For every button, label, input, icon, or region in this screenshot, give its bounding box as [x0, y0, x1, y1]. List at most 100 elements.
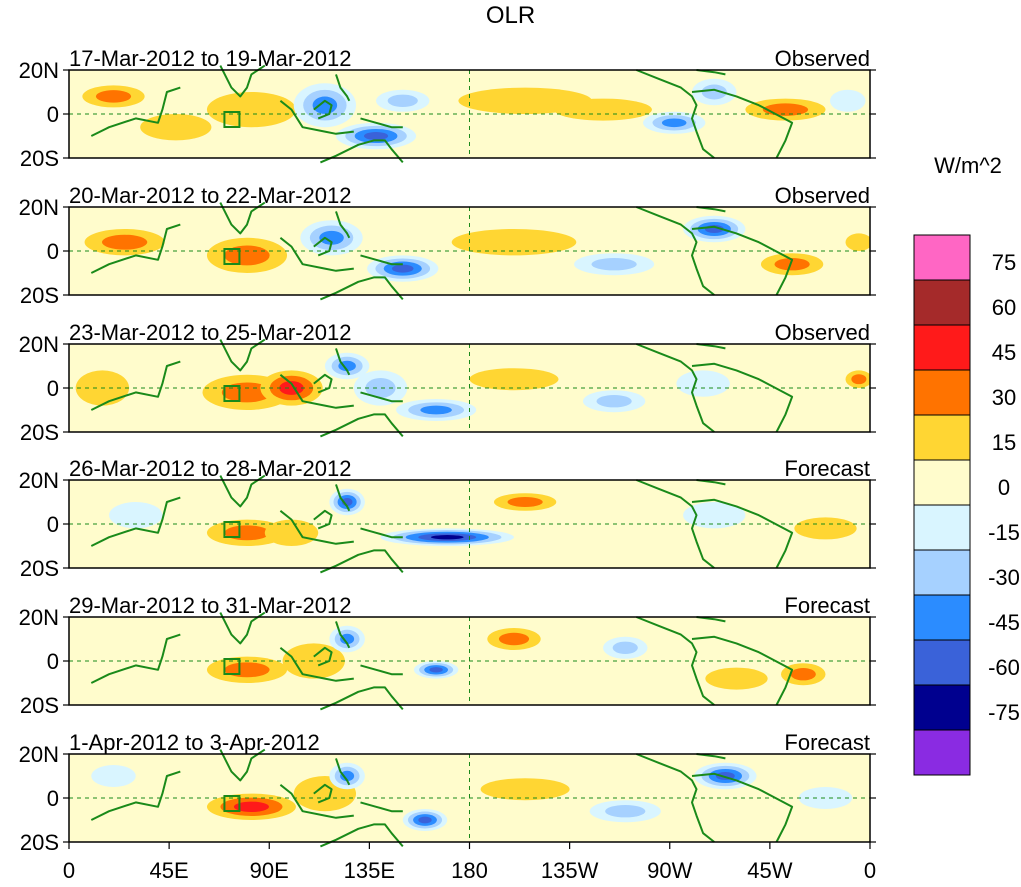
coastline — [219, 338, 266, 372]
coastlines — [90, 748, 794, 848]
olr-contour — [705, 667, 768, 690]
coastline — [90, 360, 181, 411]
panel-6: 20N 0 20S 1-Apr-2012 to 3-Apr-2012 Forecast — [19, 730, 876, 855]
coastline — [90, 496, 181, 547]
olr-contour — [101, 234, 148, 250]
olr-field — [75, 352, 870, 421]
olr-contour — [224, 662, 270, 678]
coastline — [219, 611, 266, 645]
y-tick-label: 20N — [19, 332, 59, 357]
coastline — [335, 348, 351, 376]
coastline — [320, 686, 404, 711]
x-tick-label: 0 — [63, 858, 75, 883]
panel-1: 20N 0 20S 17-Mar-2012 to 19-Mar-2012 Observe… — [19, 46, 876, 171]
coastline — [320, 139, 404, 164]
panel-kind: Forecast — [784, 456, 870, 481]
coastlines — [90, 64, 794, 164]
olr-contour — [224, 525, 270, 541]
olr-contour — [365, 378, 396, 398]
olr-contour — [591, 257, 637, 271]
colorbar-label: W/m^2 — [934, 153, 1002, 178]
olr-contour — [91, 765, 136, 787]
olr-contour — [224, 245, 270, 266]
y-tick-label: 20S — [20, 420, 59, 445]
olr-contour — [264, 519, 319, 546]
olr-contour — [206, 92, 296, 128]
coastline — [691, 88, 794, 159]
y-tick-label: 20S — [20, 146, 59, 171]
y-tick-label: 0 — [47, 649, 59, 674]
olr-contour — [418, 816, 432, 824]
reference-box — [223, 521, 241, 538]
coastline — [313, 99, 333, 120]
olr-field — [206, 625, 826, 690]
coastline — [691, 362, 794, 433]
y-tick-label: 0 — [47, 786, 59, 811]
coastline — [335, 621, 351, 649]
colorbar-swatch — [913, 279, 971, 326]
coastline — [360, 527, 403, 539]
olr-contour — [429, 667, 443, 673]
olr-contour — [851, 374, 867, 385]
panel-dates: 20-Mar-2012 to 22-Mar-2012 — [69, 183, 351, 208]
y-tick-label: 0 — [47, 376, 59, 401]
panel-kind: Forecast — [784, 730, 870, 755]
coastline — [360, 801, 403, 813]
coastline — [360, 391, 403, 403]
olr-contour — [420, 405, 452, 415]
y-tick-label: 20S — [20, 283, 59, 308]
coastline — [636, 343, 715, 433]
colorbar-tick-label: -45 — [988, 610, 1020, 635]
olr-contour — [109, 502, 163, 529]
coastline — [360, 664, 403, 676]
coastline — [691, 635, 794, 706]
coastline — [335, 758, 351, 786]
reference-box — [223, 385, 241, 402]
coastline — [313, 646, 333, 667]
olr-contour — [605, 804, 646, 818]
panel-kind: Observed — [775, 46, 870, 71]
y-tick-label: 20N — [19, 742, 59, 767]
reference-box — [223, 658, 241, 675]
reference-box — [223, 795, 241, 812]
coastline — [320, 823, 404, 848]
olr-contour — [312, 96, 338, 114]
coastline — [90, 633, 181, 684]
coastline — [219, 64, 266, 98]
colorbar-tick-label: -75 — [988, 700, 1020, 725]
olr-contour — [661, 118, 687, 128]
y-tick-label: 0 — [47, 239, 59, 264]
olr-contour — [596, 394, 632, 408]
y-tick-label: 20S — [20, 693, 59, 718]
olr-contour — [676, 370, 730, 397]
coastline — [360, 117, 403, 129]
y-tick-label: 0 — [47, 512, 59, 537]
x-axis: 0 45E 90E 135E 180 135W 90W 45W 0 — [63, 842, 876, 883]
olr-contour — [221, 382, 273, 403]
olr-contour — [701, 84, 727, 100]
olr-contour — [387, 94, 418, 108]
coastline — [90, 86, 181, 137]
coastline — [279, 510, 354, 545]
colorbar-swatch — [913, 594, 971, 641]
coastline — [313, 783, 333, 804]
olr-contour — [683, 502, 746, 529]
x-tick-label: 135E — [344, 858, 395, 883]
coastlines — [90, 611, 794, 711]
coastline — [279, 784, 354, 819]
colorbar-tick-label: -15 — [988, 520, 1020, 545]
olr-contour — [554, 98, 652, 121]
coastline — [691, 498, 794, 569]
panel-3: 20N 0 20S 23-Mar-2012 to 25-Mar-2012 Observe… — [19, 320, 876, 445]
olr-contour — [363, 132, 389, 140]
olr-contour — [498, 632, 530, 646]
panel-kind: Forecast — [784, 593, 870, 618]
colorbar-swatch — [913, 324, 971, 371]
panel-dates: 29-Mar-2012 to 31-Mar-2012 — [69, 593, 351, 618]
panel-2: 20N 0 20S 20-Mar-2012 to 22-Mar-2012 Observe… — [19, 183, 876, 308]
colorbar-tick-label: 15 — [992, 430, 1016, 455]
y-tick-label: 20N — [19, 195, 59, 220]
olr-field — [82, 78, 866, 150]
coastline — [335, 484, 351, 512]
